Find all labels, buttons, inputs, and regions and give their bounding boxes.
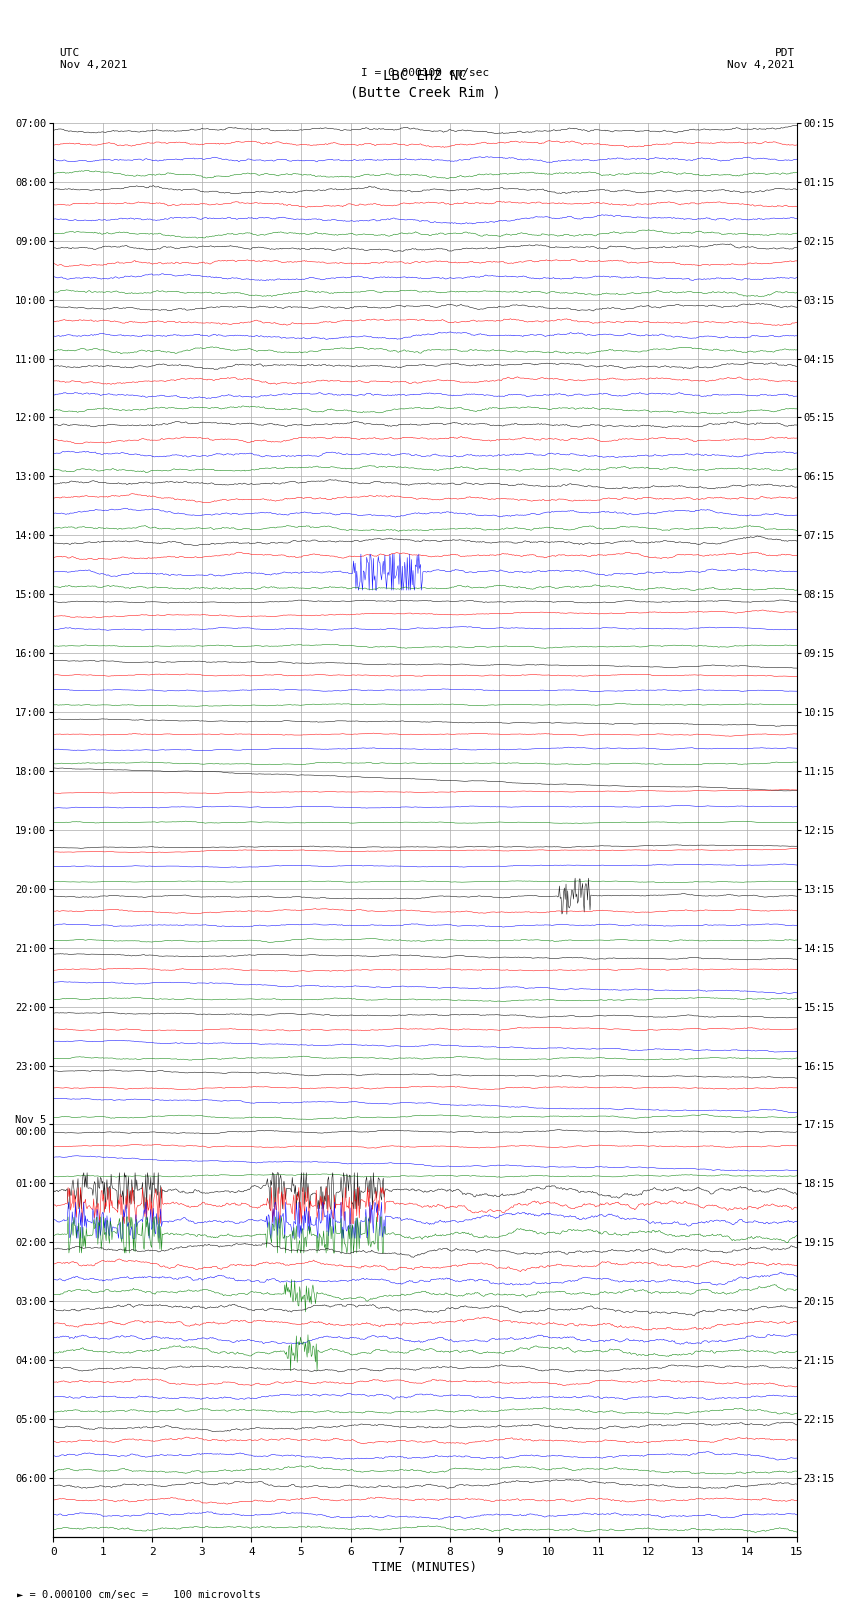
Text: I = 0.000100 cm/sec: I = 0.000100 cm/sec [361, 68, 489, 77]
Text: ► = 0.000100 cm/sec =    100 microvolts: ► = 0.000100 cm/sec = 100 microvolts [17, 1590, 261, 1600]
Text: PDT
Nov 4,2021: PDT Nov 4,2021 [728, 48, 795, 69]
Text: UTC
Nov 4,2021: UTC Nov 4,2021 [60, 48, 127, 69]
Title: LBC EHZ NC
(Butte Creek Rim ): LBC EHZ NC (Butte Creek Rim ) [349, 69, 501, 98]
X-axis label: TIME (MINUTES): TIME (MINUTES) [372, 1561, 478, 1574]
